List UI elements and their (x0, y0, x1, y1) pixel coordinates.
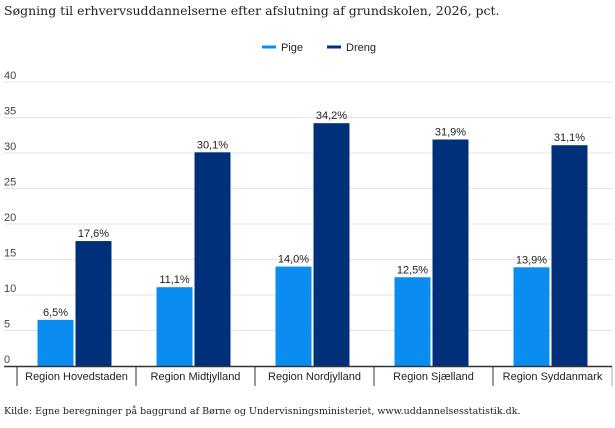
bar-dreng (551, 145, 588, 366)
bar-pige (275, 266, 312, 366)
data-label: 14,0% (278, 254, 309, 266)
x-category-label: Region Hovedstaden (25, 371, 128, 383)
bar-pige (156, 287, 193, 366)
bar-pige (394, 277, 431, 366)
bar-dreng (432, 139, 469, 366)
y-tick-label: 5 (4, 319, 10, 331)
data-label: 11,1% (159, 274, 190, 286)
data-label: 12,5% (397, 264, 428, 276)
y-tick-label: 30 (4, 141, 16, 153)
y-tick-label: 20 (4, 212, 16, 224)
x-category-label: Region Sjælland (393, 371, 474, 383)
data-label: 30,1% (197, 139, 228, 151)
bar-pige (37, 319, 74, 366)
legend-label-dreng: Dreng (346, 42, 376, 54)
y-tick-label: 40 (4, 70, 16, 82)
data-label: 6,5% (43, 307, 68, 319)
bar-dreng (313, 123, 350, 367)
x-category-label: Region Midtjylland (151, 371, 241, 383)
data-label: 31,1% (554, 132, 585, 144)
x-category-label: Region Nordjylland (268, 371, 361, 383)
legend-label-pige: Pige (281, 42, 303, 54)
data-label: 34,2% (316, 110, 347, 122)
bar-dreng (194, 152, 231, 366)
data-label: 17,6% (78, 228, 109, 240)
bar-dreng (75, 241, 112, 366)
bar-chart: 0 5 10 15 20 25 30 35 40 Pige Dreng 6,5% 17,6% Region… (4, 42, 613, 386)
x-category-label: Region Syddanmark (503, 371, 603, 383)
source-note: Kilde: Egne beregninger på baggrund af B… (4, 406, 521, 417)
y-tick-label: 25 (4, 177, 16, 189)
y-tick-label: 35 (4, 106, 16, 118)
data-label: 13,9% (516, 254, 547, 266)
y-tick-label: 15 (4, 248, 16, 260)
chart-title: Søgning til erhvervsuddannelserne efter … (4, 3, 500, 18)
bar-pige (513, 267, 550, 366)
y-tick-label: 0 (4, 354, 10, 366)
y-tick-label: 10 (4, 283, 16, 295)
data-label: 31,9% (435, 127, 466, 139)
